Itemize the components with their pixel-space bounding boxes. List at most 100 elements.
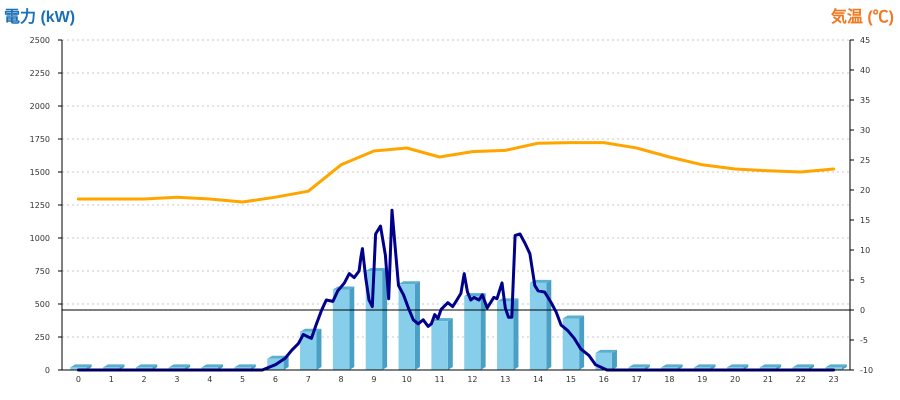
x-tick-label: 2 — [142, 375, 147, 384]
power-bar-top — [661, 364, 683, 368]
power-bar-top — [234, 364, 256, 368]
power-bar-top — [70, 364, 92, 368]
left-axis-title: 電力 (kW) — [4, 7, 75, 26]
right-tick-label: 10 — [860, 246, 870, 255]
power-bars — [70, 268, 847, 370]
right-tick-label: 20 — [860, 186, 870, 195]
power-bar-side — [382, 268, 388, 370]
left-tick-labels: 0 250 500 750 1000 1250 1500 1750 2000 2250 2500 — [30, 36, 62, 375]
x-tick-label: 21 — [763, 375, 773, 384]
right-tick-label: -10 — [860, 366, 873, 375]
x-tick-label: 9 — [371, 375, 376, 384]
power-bar-top — [628, 364, 650, 368]
x-tick-label: 14 — [533, 375, 543, 384]
power-bar — [562, 315, 585, 370]
x-tick-label: 8 — [339, 375, 344, 384]
x-tick-label: 4 — [207, 375, 212, 384]
power-line — [76, 208, 836, 372]
x-tick-label: 22 — [796, 375, 806, 384]
left-tick-label: 1000 — [30, 234, 50, 243]
left-tick-label: 1750 — [30, 135, 50, 144]
power-bar-front — [529, 282, 547, 370]
power-bar — [497, 298, 519, 370]
left-tick-label: 2250 — [30, 69, 50, 78]
power-bar-side — [414, 281, 420, 370]
power-bar-side — [480, 293, 486, 370]
power-bar-side — [579, 315, 585, 370]
left-tick-label: 750 — [35, 267, 50, 276]
x-tick-label: 11 — [434, 375, 444, 384]
x-tick-label: 12 — [467, 375, 477, 384]
power-bar-top — [103, 364, 125, 368]
power-bar-front — [431, 321, 448, 370]
right-tick-labels: -10 -5 0 5 10 15 20 25 30 35 40 45 — [850, 36, 873, 375]
power-bar-top — [365, 268, 388, 271]
power-bar-top — [825, 364, 847, 368]
left-tick-label: 500 — [35, 300, 50, 309]
right-axis-title: 気温 (℃) — [831, 7, 894, 26]
x-tick-label: 15 — [566, 375, 576, 384]
right-tick-label: 5 — [860, 276, 865, 285]
power-bar-top — [595, 349, 617, 353]
right-tick-label: 40 — [860, 66, 870, 75]
right-tick-label: 45 — [860, 36, 870, 45]
x-tick-labels: 0 1 2 3 4 5 6 7 8 9 10 11 12 13 14 15 16 17 18 19 20 21 22 23 — [76, 375, 839, 384]
power-bar — [431, 318, 453, 370]
power-bar-top — [726, 364, 749, 368]
left-tick-label: 2000 — [30, 102, 50, 111]
grid-lines — [62, 39, 850, 338]
power-bar — [300, 328, 322, 370]
x-tick-label: 23 — [828, 375, 838, 384]
right-tick-label: 30 — [860, 126, 870, 135]
right-tick-label: 15 — [860, 216, 870, 225]
right-tick-label: 35 — [860, 96, 870, 105]
x-tick-label: 16 — [599, 375, 609, 384]
power-bar — [464, 293, 486, 370]
left-tick-label: 0 — [45, 366, 50, 375]
left-tick-label: 1500 — [30, 168, 50, 177]
power-bar-front — [464, 296, 481, 370]
right-tick-label: 0 — [860, 306, 865, 315]
power-bar-front — [300, 331, 317, 370]
x-tick-label: 10 — [402, 375, 412, 384]
series-lines — [76, 141, 836, 372]
power-bar-top — [168, 364, 191, 368]
power-bar-top — [398, 281, 420, 285]
x-tick-label: 7 — [306, 375, 311, 384]
left-tick-label: 2500 — [30, 36, 50, 45]
x-tick-label: 19 — [697, 375, 707, 384]
power-bar — [365, 268, 388, 370]
x-tick-label: 20 — [730, 375, 740, 384]
power-bar-front — [332, 289, 350, 370]
power-bar — [529, 279, 552, 370]
power-bar-side — [611, 349, 617, 370]
power-bar-front — [398, 284, 415, 370]
power-bar-side — [841, 364, 847, 370]
power-bar-top — [759, 364, 782, 368]
power-bar — [332, 286, 355, 370]
x-tick-label: 13 — [500, 375, 510, 384]
power-bar-top — [562, 315, 585, 319]
power-bar-side — [349, 286, 355, 370]
left-tick-label: 1250 — [30, 201, 50, 210]
right-tick-label: 25 — [860, 156, 870, 165]
left-tick-label: 250 — [35, 333, 50, 342]
power-bar-side — [316, 328, 322, 370]
x-tick-label: 17 — [631, 375, 641, 384]
power-bar — [398, 281, 420, 370]
x-tick-label: 0 — [76, 375, 81, 384]
right-tick-label: -5 — [860, 336, 868, 345]
temperature-line — [76, 141, 836, 204]
x-tick-label: 3 — [174, 375, 179, 384]
power-bar-top — [694, 364, 716, 368]
power-bar-top — [792, 364, 814, 368]
x-tick-label: 18 — [664, 375, 674, 384]
axes — [61, 40, 851, 371]
power-bar-top — [135, 364, 158, 368]
x-tick-label: 1 — [109, 375, 114, 384]
x-tick-label: 5 — [240, 375, 245, 384]
power-bar-top — [201, 364, 223, 368]
x-tick-label: 6 — [273, 375, 278, 384]
power-bar-side — [513, 298, 519, 370]
